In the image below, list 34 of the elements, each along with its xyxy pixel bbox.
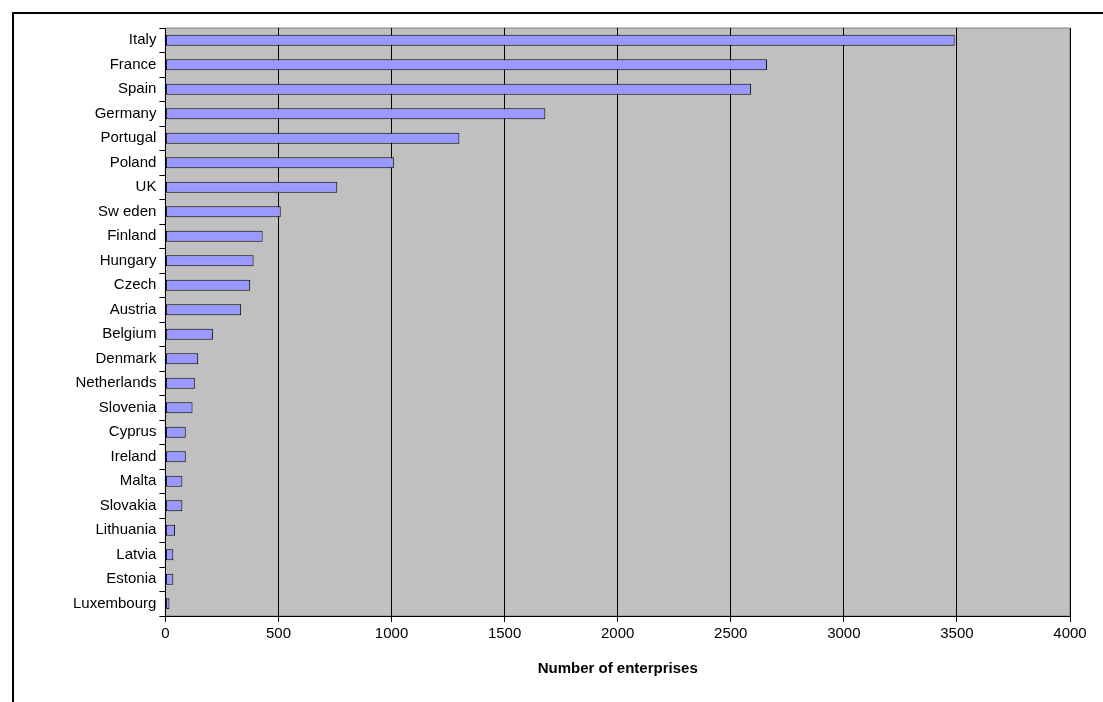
y-tick-label: Lithuania	[95, 520, 158, 538]
y-tick-label: Finland	[107, 226, 157, 244]
y-tick-label: Belgium	[102, 324, 157, 342]
x-tick-label: 2500	[714, 624, 748, 642]
y-tick-label: Germany	[94, 103, 157, 121]
y-tick-label: Austria	[109, 299, 158, 317]
y-tick-label: Slovakia	[99, 495, 158, 513]
x-tick-label: 2000	[601, 624, 635, 642]
y-tick-label: Malta	[119, 471, 158, 489]
y-tick-label: Latvia	[116, 544, 158, 562]
y-tick-label: Italy	[128, 30, 157, 48]
y-tick-label: Slovenia	[98, 397, 158, 415]
y-tick-label: Czech	[113, 275, 157, 293]
y-tick-label: France	[109, 54, 157, 72]
x-tick-label: 3500	[940, 624, 974, 642]
y-tick-label: Sw eden	[98, 201, 157, 219]
x-tick-label: 3000	[827, 624, 861, 642]
y-tick-label: Portugal	[100, 128, 157, 146]
y-tick-label: Luxembourg	[73, 593, 157, 611]
x-tick-label: 1000	[374, 624, 409, 642]
x-tick-label: 0	[161, 624, 170, 642]
y-tick-label: Denmark	[95, 348, 157, 366]
y-tick-label: Cyprus	[108, 422, 157, 440]
x-tick-label: 1500	[487, 624, 522, 642]
y-tick-label: Spain	[118, 79, 157, 97]
y-tick-label: Ireland	[110, 446, 157, 464]
x-tick-label: 500	[265, 624, 291, 642]
y-tick-label: Estonia	[106, 569, 158, 587]
x-axis-title: Number of enterprises	[537, 659, 698, 677]
y-tick-label: UK	[135, 177, 157, 195]
y-tick-label: Hungary	[99, 250, 157, 268]
y-tick-label: Netherlands	[75, 373, 157, 391]
x-tick-label: 4000	[1053, 624, 1087, 642]
y-tick-label: Poland	[109, 152, 157, 170]
